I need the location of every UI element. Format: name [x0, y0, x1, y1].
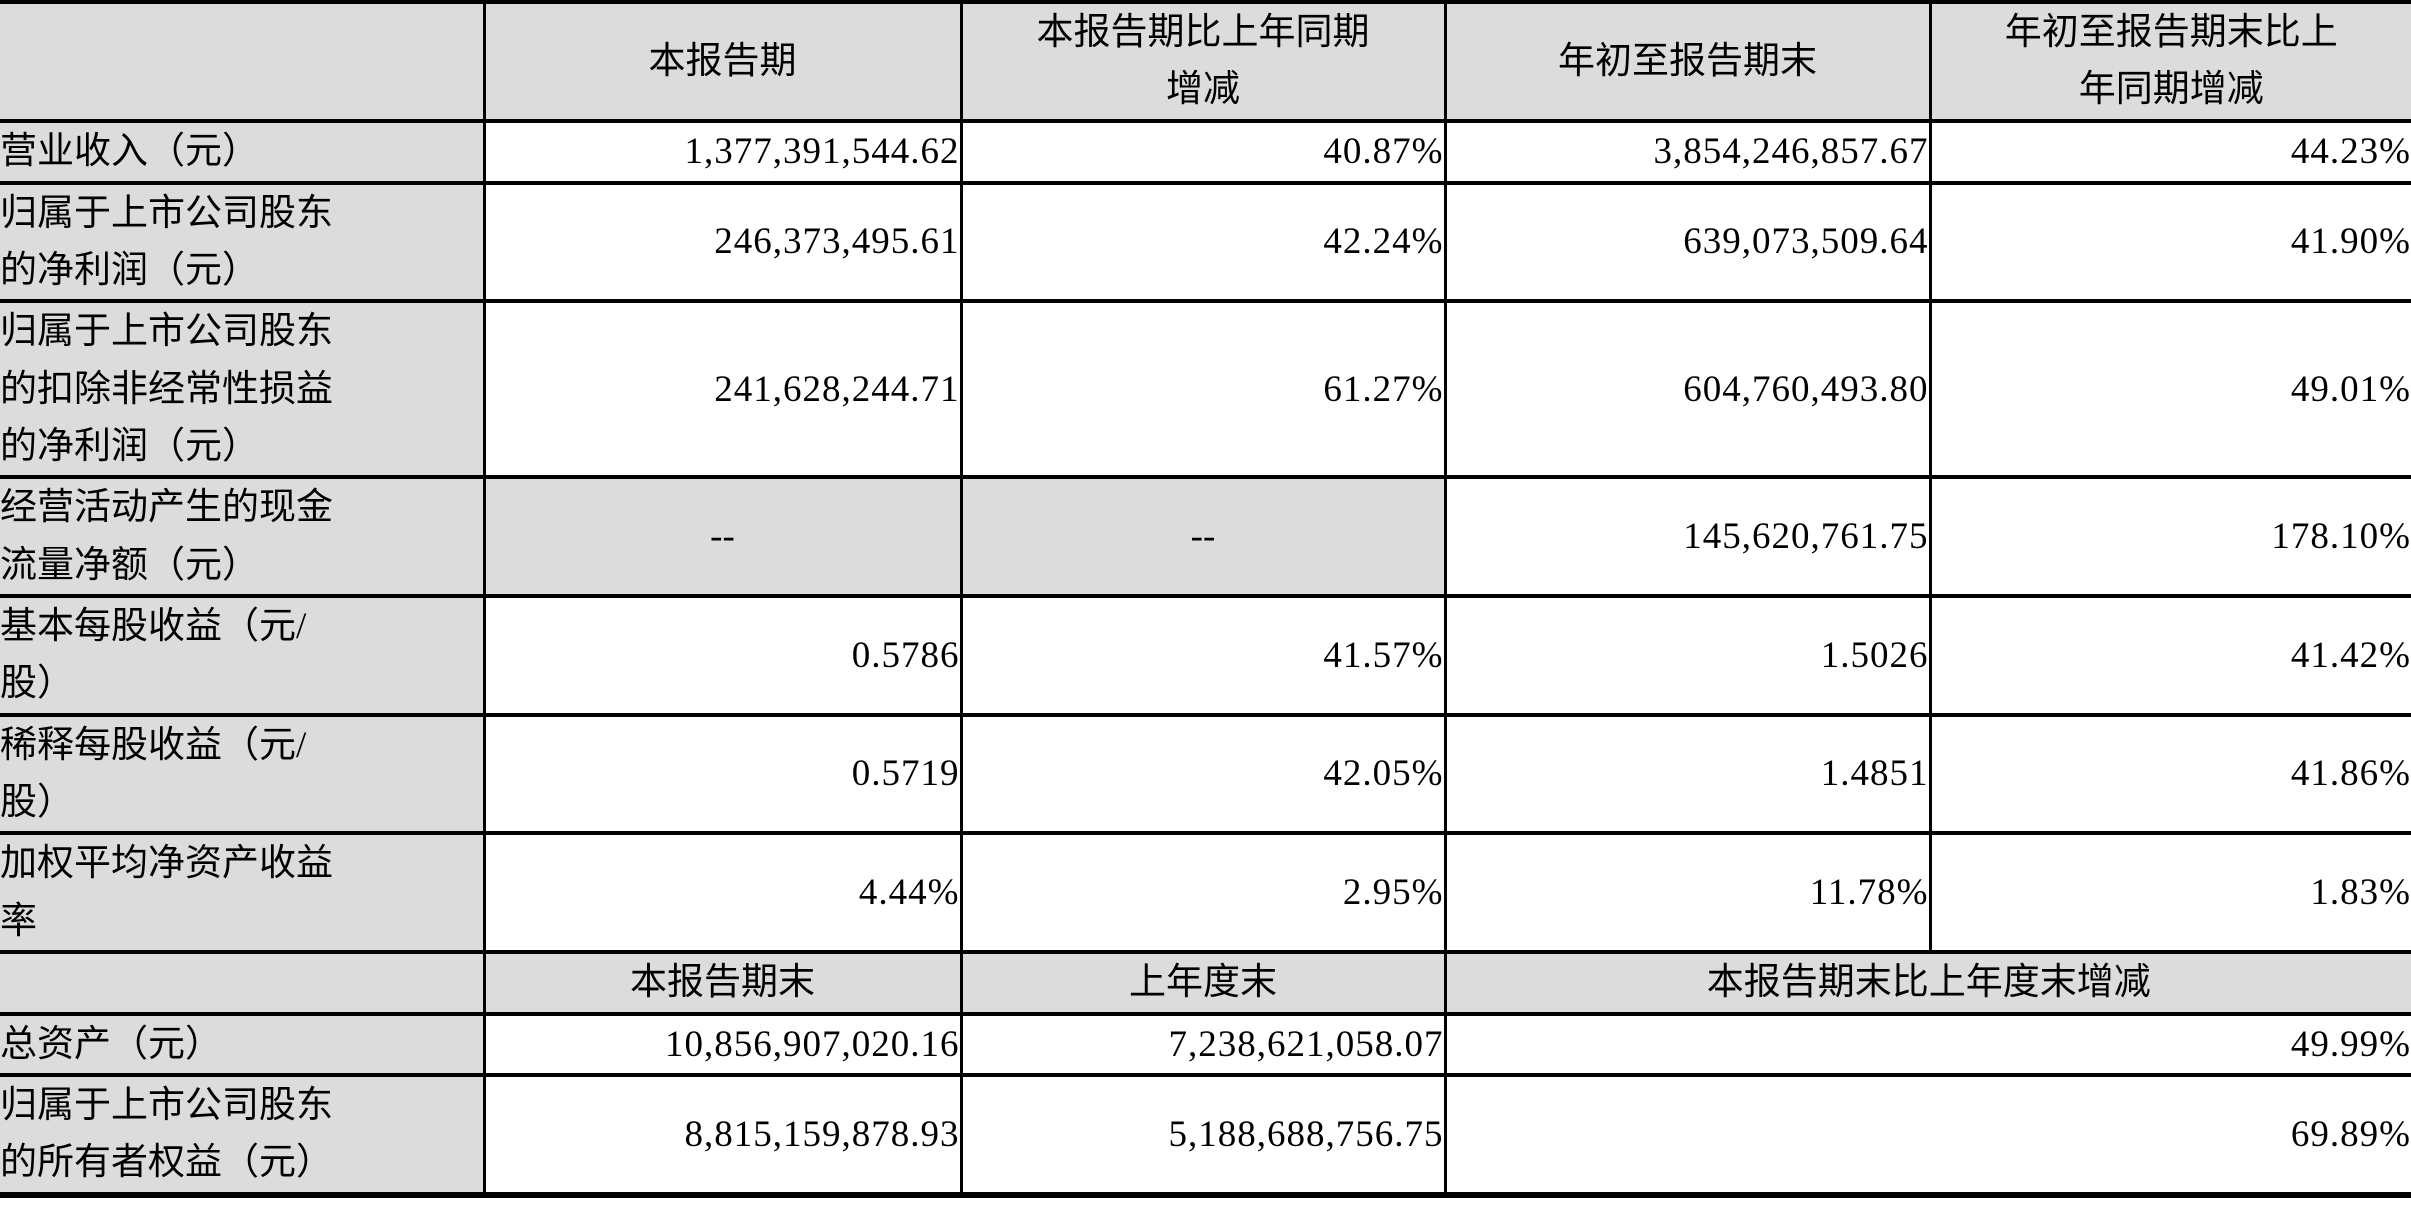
- header-blank-cell: [0, 952, 484, 1014]
- cell-value: 44.23%: [1928, 120, 2411, 183]
- row-label: 归属于上市公司股东 的净利润（元）: [0, 182, 484, 302]
- cell-value: 49.99%: [1443, 1013, 2411, 1075]
- cell-value: 5,188,688,756.75: [959, 1074, 1445, 1195]
- cell-value: 1.83%: [1928, 833, 2411, 953]
- header-end-of-period: 本报告期末: [482, 952, 961, 1014]
- header-period-end-vs-prior-year-change: 本报告期末比上年度末增减: [1443, 952, 2411, 1014]
- cell-value: 3,854,246,857.67: [1443, 120, 1930, 183]
- header-year-to-date: 年初至报告期末: [1443, 2, 1930, 121]
- cell-value: 11.78%: [1443, 833, 1930, 953]
- cell-value: 0.5786: [482, 596, 961, 715]
- table-row-operating-cash-flow: 经营活动产生的现金 流量净额（元） -- -- 145,620,761.75 1…: [0, 477, 2411, 597]
- table-row-total-assets: 总资产（元） 10,856,907,020.16 7,238,621,058.0…: [0, 1013, 2411, 1075]
- table-row-net-profit: 归属于上市公司股东 的净利润（元） 246,373,495.61 42.24% …: [0, 182, 2411, 302]
- cell-value: 604,760,493.80: [1443, 301, 1930, 478]
- cell-value: 7,238,621,058.07: [959, 1013, 1445, 1075]
- cell-value: 41.86%: [1928, 714, 2411, 834]
- row-label: 归属于上市公司股东 的所有者权益（元）: [0, 1074, 484, 1195]
- cell-value: 8,815,159,878.93: [482, 1074, 961, 1195]
- cell-value: 4.44%: [482, 833, 961, 953]
- cell-value: 69.89%: [1443, 1074, 2411, 1195]
- cell-value: 61.27%: [959, 301, 1445, 478]
- header-current-period-yoy-change: 本报告期比上年同期 增减: [959, 2, 1445, 121]
- table-row-basic-eps: 基本每股收益（元/ 股） 0.5786 41.57% 1.5026 41.42%: [0, 596, 2411, 715]
- cell-value: 41.90%: [1928, 182, 2411, 302]
- cell-value: 10,856,907,020.16: [482, 1013, 961, 1075]
- cell-value: 1.4851: [1443, 714, 1930, 834]
- cell-value: 40.87%: [959, 120, 1445, 183]
- table-row-weighted-avg-roe: 加权平均净资产收益 率 4.44% 2.95% 11.78% 1.83%: [0, 833, 2411, 953]
- cell-value: 639,073,509.64: [1443, 182, 1930, 302]
- cell-value: 178.10%: [1928, 477, 2411, 597]
- header-blank-cell: [0, 2, 484, 121]
- cell-value: 145,620,761.75: [1443, 477, 1930, 597]
- cell-value: 1.5026: [1443, 596, 1930, 715]
- cell-value: 42.05%: [959, 714, 1445, 834]
- header-year-to-date-yoy-change: 年初至报告期末比上 年同期增减: [1928, 2, 2411, 121]
- row-label: 营业收入（元）: [0, 120, 484, 183]
- period-header-row: 本报告期 本报告期比上年同期 增减 年初至报告期末 年初至报告期末比上 年同期增…: [0, 2, 2411, 121]
- cell-value: 246,373,495.61: [482, 182, 961, 302]
- cell-value: 41.42%: [1928, 596, 2411, 715]
- cell-value: --: [482, 477, 961, 597]
- table-row-operating-revenue: 营业收入（元） 1,377,391,544.62 40.87% 3,854,24…: [0, 120, 2411, 183]
- cell-value: 1,377,391,544.62: [482, 120, 961, 183]
- cell-value: 41.57%: [959, 596, 1445, 715]
- cell-value: --: [959, 477, 1445, 597]
- row-label: 基本每股收益（元/ 股）: [0, 596, 484, 715]
- table-row-diluted-eps: 稀释每股收益（元/ 股） 0.5719 42.05% 1.4851 41.86%: [0, 714, 2411, 834]
- row-label: 归属于上市公司股东 的扣除非经常性损益 的净利润（元）: [0, 301, 484, 478]
- cell-value: 0.5719: [482, 714, 961, 834]
- row-label: 加权平均净资产收益 率: [0, 833, 484, 953]
- cell-value: 2.95%: [959, 833, 1445, 953]
- header-current-period: 本报告期: [482, 2, 961, 121]
- table-row-equity-attributable-to-shareholders: 归属于上市公司股东 的所有者权益（元） 8,815,159,878.93 5,1…: [0, 1074, 2411, 1195]
- period-end-header-row: 本报告期末 上年度末 本报告期末比上年度末增减: [0, 952, 2411, 1014]
- cell-value: 42.24%: [959, 182, 1445, 302]
- row-label: 稀释每股收益（元/ 股）: [0, 714, 484, 834]
- row-label: 总资产（元）: [0, 1013, 484, 1075]
- cell-value: 49.01%: [1928, 301, 2411, 478]
- header-end-of-prior-year: 上年度末: [959, 952, 1445, 1014]
- table-row-net-profit-excl-nonrecurring: 归属于上市公司股东 的扣除非经常性损益 的净利润（元） 241,628,244.…: [0, 301, 2411, 478]
- row-label: 经营活动产生的现金 流量净额（元）: [0, 477, 484, 597]
- cell-value: 241,628,244.71: [482, 301, 961, 478]
